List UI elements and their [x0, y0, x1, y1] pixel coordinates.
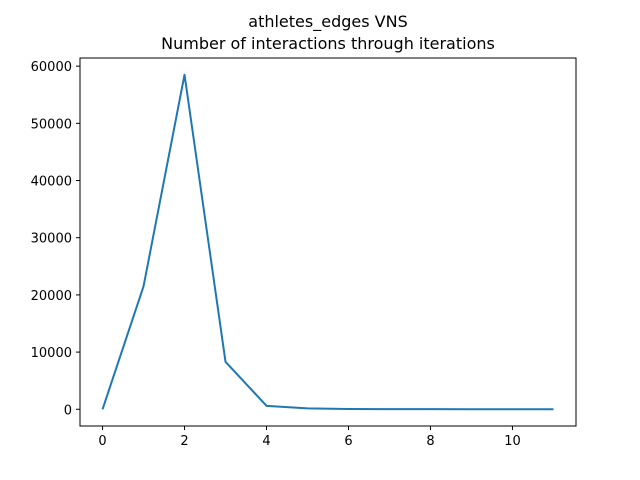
chart-title: athletes_edges VNS	[248, 12, 408, 31]
y-tick-label: 0	[64, 403, 72, 418]
y-tick-label: 10000	[31, 346, 72, 361]
plot-frame	[79, 57, 577, 427]
x-tick-label: 8	[426, 434, 434, 449]
series-line	[101, 73, 554, 411]
x-tick-label: 4	[262, 434, 270, 449]
y-tick-label: 20000	[31, 289, 72, 304]
y-tick-label: 60000	[31, 60, 72, 75]
y-tick-label: 50000	[31, 117, 72, 132]
x-tick-label: 2	[180, 434, 188, 449]
x-tick-label: 10	[504, 434, 521, 449]
y-tick-label: 30000	[31, 232, 72, 247]
x-tick-label: 0	[98, 434, 106, 449]
chart-subtitle: Number of interactions through iteration…	[161, 34, 495, 53]
x-tick-label: 6	[344, 434, 352, 449]
y-tick-label: 40000	[31, 175, 72, 190]
